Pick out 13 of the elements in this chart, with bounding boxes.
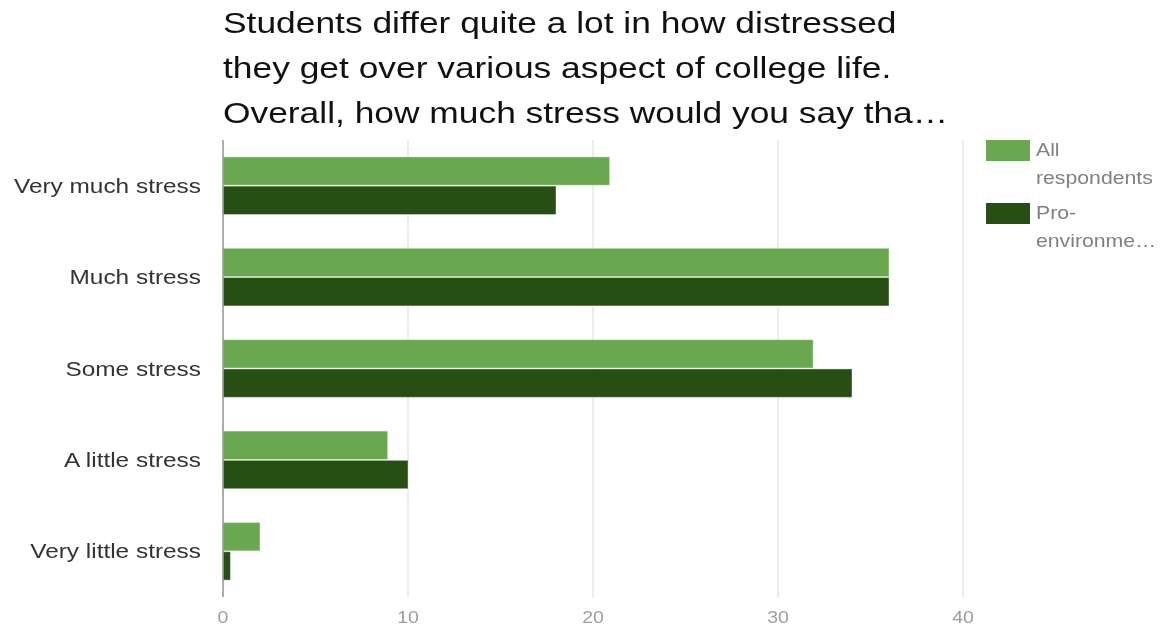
legend-label: Pro-environme… — [1036, 202, 1157, 251]
y-tick-label: Very little stress — [30, 540, 201, 563]
y-tick-label: Much stress — [69, 266, 201, 289]
x-tick-label: 40 — [952, 608, 974, 627]
y-tick-label: Very much stress — [13, 174, 201, 198]
y-tick-label: Some stress — [65, 357, 201, 380]
legend-label: All respondents — [1036, 139, 1153, 188]
chart-title: Students differ quite a lot in how distressed they get over various aspect of college life. Overall, how much stress would you say tha… — [223, 7, 949, 130]
x-tick-label: 0 — [217, 608, 229, 627]
x-tick-label: 10 — [397, 608, 419, 627]
x-tick-label: 30 — [767, 608, 789, 627]
x-tick-label: 20 — [582, 608, 604, 627]
y-tick-label: A little stress — [64, 448, 201, 472]
